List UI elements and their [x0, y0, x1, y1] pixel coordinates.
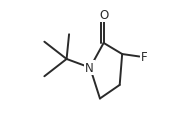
Text: N: N: [85, 62, 94, 74]
Text: O: O: [99, 9, 108, 22]
Text: F: F: [141, 51, 148, 63]
